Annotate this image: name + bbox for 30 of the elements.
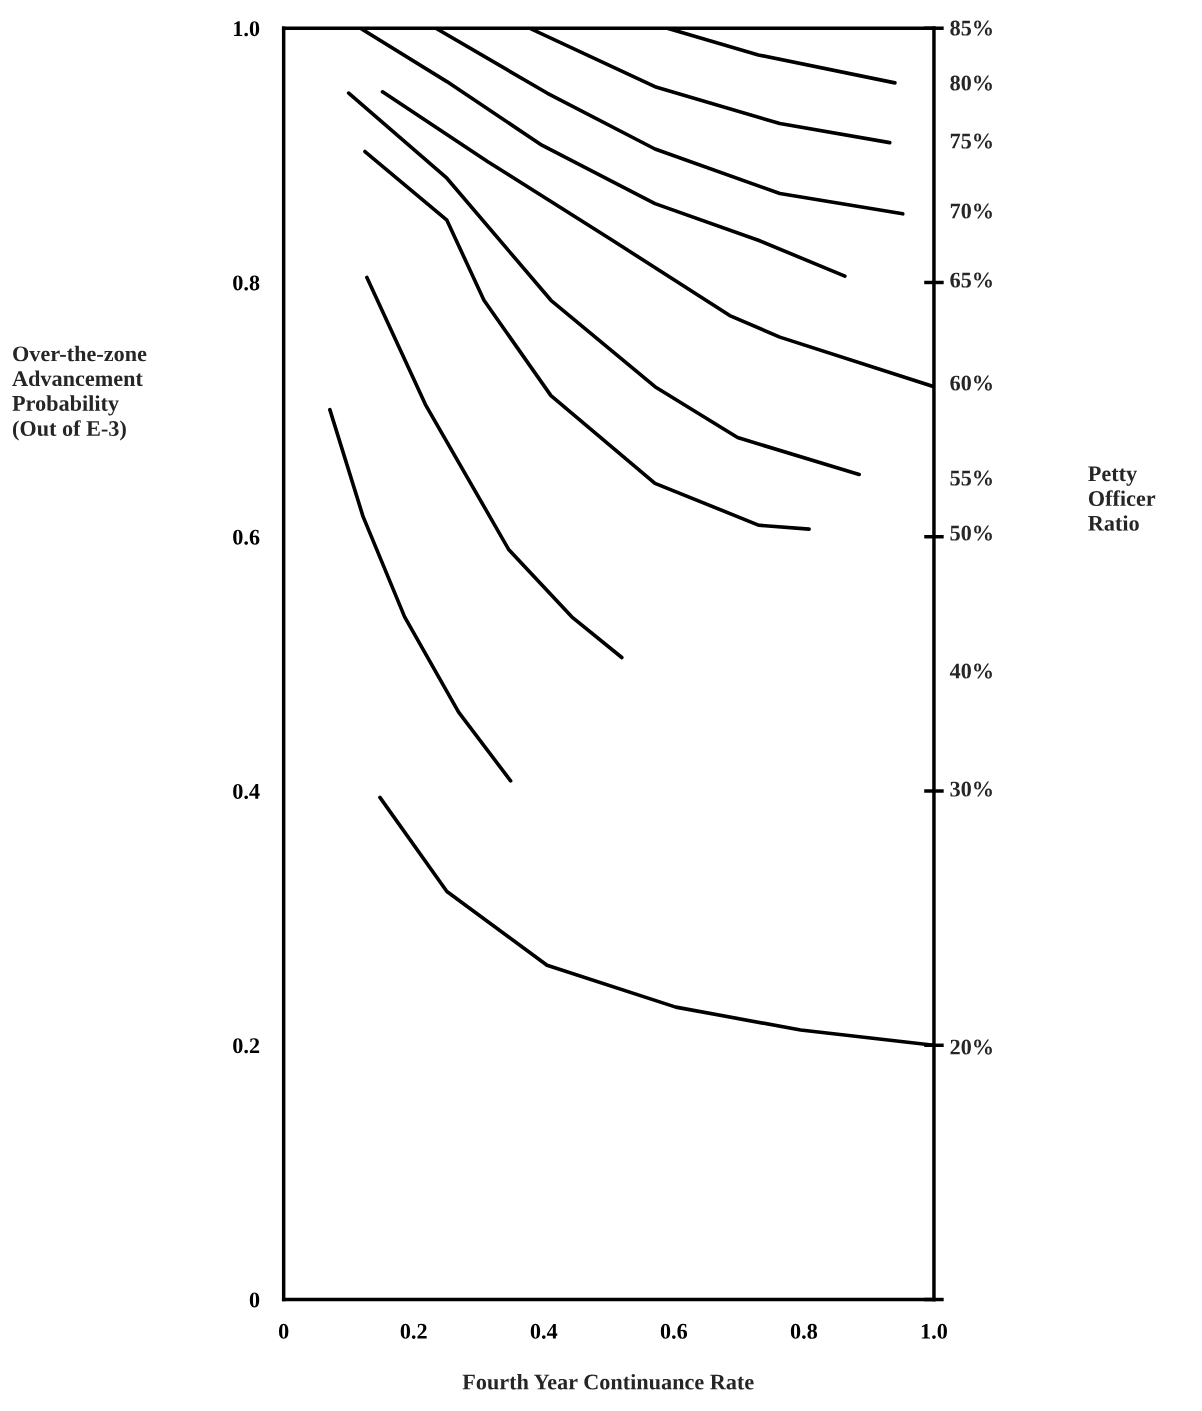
- y-axis-title: Over-the-zone Advancement Probability (Out of E-3): [12, 345, 147, 441]
- y-tick-label: 0.4: [233, 783, 260, 800]
- y-tick-label: 0.6: [233, 529, 260, 545]
- line-series: [346, 91, 861, 477]
- x-axis-title: Fourth Year Continuance Rate: [462, 1373, 754, 1390]
- text: 55%: [950, 470, 992, 486]
- text: 70%: [950, 203, 992, 219]
- text: 85%: [950, 20, 992, 36]
- text: Petty Officer Ratio: [1088, 466, 1156, 531]
- line-series: [365, 275, 624, 660]
- text: 30%: [950, 781, 992, 797]
- x-tick-label: 0.2: [400, 1323, 427, 1339]
- text: 65%: [950, 272, 992, 288]
- x-tick-label: 1.0: [921, 1323, 947, 1339]
- text: 50%: [950, 525, 992, 541]
- y-tick-label: 0.8: [233, 275, 260, 291]
- x-tick-label: 0.6: [660, 1323, 688, 1339]
- text: 75%: [950, 133, 992, 149]
- x-tick-label: 0.8: [790, 1323, 818, 1339]
- y-tick-label: 0.2: [233, 1038, 260, 1054]
- x-tick-label: 0.4: [530, 1323, 558, 1339]
- line-series: [363, 149, 811, 531]
- text: 80%: [950, 75, 992, 91]
- x-tick-label: 0: [278, 1323, 289, 1339]
- line-series: [328, 407, 513, 783]
- y-tick-label: 1.0: [234, 21, 260, 37]
- y-tick-label: 0: [249, 1292, 260, 1308]
- text: 40%: [949, 663, 992, 679]
- text: 60%: [950, 375, 992, 391]
- text: 20%: [950, 1039, 992, 1055]
